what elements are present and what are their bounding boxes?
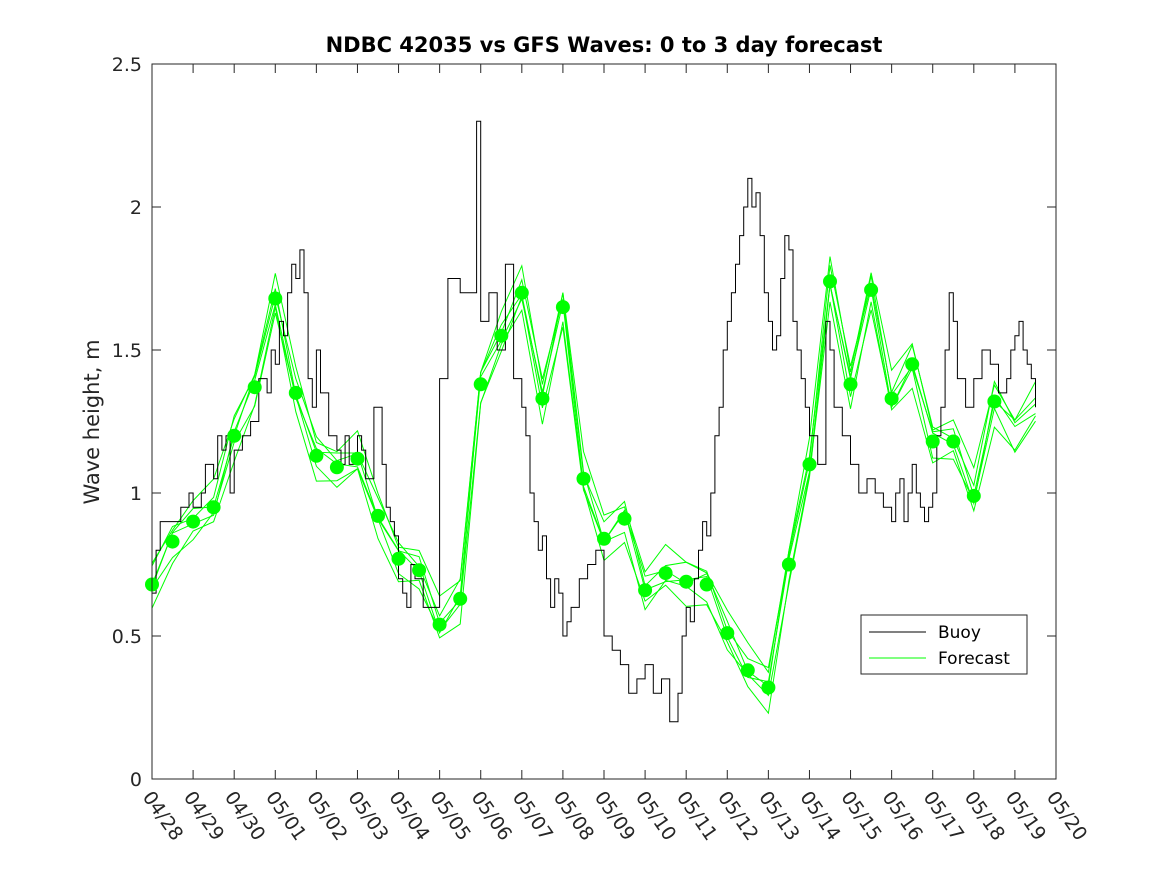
forecast-marker bbox=[329, 460, 344, 475]
forecast-marker bbox=[843, 377, 858, 392]
forecast-series-line bbox=[151, 275, 1036, 688]
forecast-marker bbox=[576, 471, 591, 486]
forecast-marker bbox=[802, 457, 817, 472]
forecast-marker bbox=[658, 566, 673, 581]
y-tick-label: 2 bbox=[130, 197, 142, 219]
forecast-series-line bbox=[151, 301, 1036, 715]
y-axis-label: Wave height, m bbox=[80, 339, 104, 504]
forecast-marker bbox=[494, 328, 509, 343]
buoy-line bbox=[152, 120, 1036, 723]
chart-title: NDBC 42035 vs GFS Waves: 0 to 3 day fore… bbox=[326, 33, 883, 57]
legend: Buoy Forecast bbox=[860, 614, 1028, 675]
forecast-marker bbox=[514, 285, 529, 300]
forecast-lines bbox=[151, 256, 1036, 715]
legend-label-buoy: Buoy bbox=[938, 623, 981, 643]
forecast-marker bbox=[555, 300, 570, 315]
y-tick-label: 0.5 bbox=[112, 626, 142, 648]
forecast-marker bbox=[864, 282, 879, 297]
forecast-marker bbox=[781, 557, 796, 572]
forecast-marker bbox=[761, 680, 776, 695]
forecast-marker bbox=[350, 451, 365, 466]
forecast-marker bbox=[186, 514, 201, 529]
forecast-marker bbox=[925, 434, 940, 449]
forecast-marker bbox=[905, 357, 920, 372]
forecast-marker bbox=[966, 488, 981, 503]
forecast-marker bbox=[679, 574, 694, 589]
forecast-marker bbox=[288, 385, 303, 400]
legend-label-forecast: Forecast bbox=[938, 649, 1010, 669]
forecast-marker bbox=[247, 380, 262, 395]
forecast-markers bbox=[145, 274, 1002, 695]
forecast-marker bbox=[391, 551, 406, 566]
y-tick-label: 1.5 bbox=[112, 340, 142, 362]
forecast-marker bbox=[535, 391, 550, 406]
y-tick-label: 2.5 bbox=[112, 54, 142, 76]
forecast-marker bbox=[946, 434, 961, 449]
forecast-marker bbox=[699, 577, 714, 592]
legend-box bbox=[860, 614, 1028, 675]
forecast-marker bbox=[453, 591, 468, 606]
forecast-marker bbox=[371, 508, 385, 523]
forecast-marker bbox=[884, 391, 899, 406]
forecast-marker bbox=[823, 274, 837, 289]
forecast-marker bbox=[206, 500, 221, 515]
forecast-marker bbox=[412, 563, 427, 578]
forecast-marker bbox=[720, 626, 735, 641]
y-tick-label: 1 bbox=[130, 483, 142, 505]
forecast-marker bbox=[473, 377, 488, 392]
forecast-marker bbox=[617, 511, 632, 526]
forecast-series-line bbox=[151, 256, 1036, 674]
forecast-marker bbox=[309, 448, 324, 463]
forecast-marker bbox=[987, 394, 1002, 409]
buoy-series-line bbox=[152, 120, 1036, 723]
forecast-marker bbox=[227, 428, 242, 443]
y-tick-label: 0 bbox=[130, 769, 142, 791]
forecast-marker bbox=[740, 663, 755, 678]
forecast-marker bbox=[638, 583, 653, 598]
forecast-marker bbox=[597, 531, 611, 546]
forecast-marker bbox=[165, 534, 180, 549]
forecast-marker bbox=[268, 291, 283, 306]
forecast-marker bbox=[432, 617, 447, 632]
